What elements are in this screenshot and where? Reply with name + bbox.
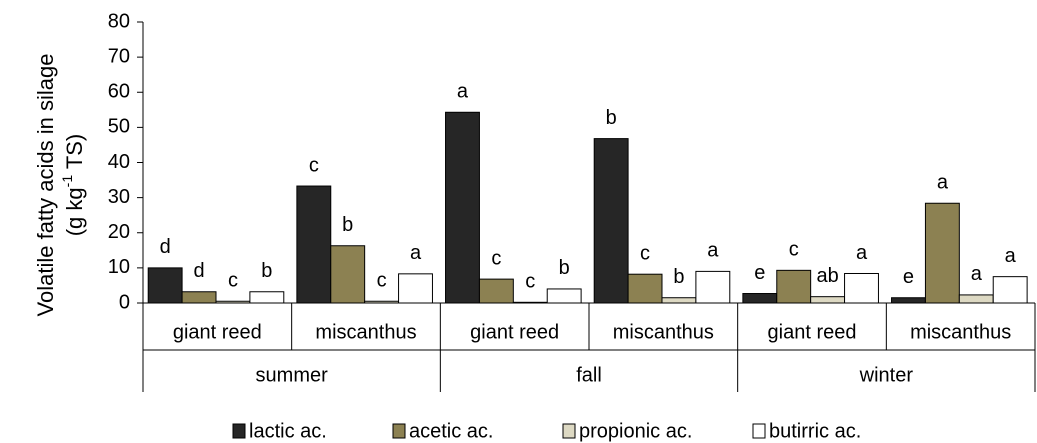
bar xyxy=(296,185,332,304)
bar-letter: b xyxy=(261,260,272,282)
y-axis-label-part: TS) xyxy=(62,134,87,175)
legend-label: lactic ac. xyxy=(249,420,327,442)
y-tick-label: 10 xyxy=(108,256,130,278)
bar-letter: e xyxy=(903,266,914,288)
bar-letter: c xyxy=(789,239,799,261)
bar-letter: d xyxy=(193,260,204,282)
bar-letter: c xyxy=(525,271,535,293)
x-tick-label: miscanthus xyxy=(315,321,416,343)
bar xyxy=(445,111,480,304)
bar xyxy=(546,288,582,304)
bar-letter: d xyxy=(160,236,171,258)
bar-letter: a xyxy=(707,240,719,262)
y-tick-label: 40 xyxy=(108,151,130,173)
legend-label: propionic ac. xyxy=(579,420,692,442)
group-label: winter xyxy=(859,364,914,386)
bar-letter: a xyxy=(937,172,949,194)
bar xyxy=(181,291,217,304)
x-tick-label: giant reed xyxy=(768,321,857,343)
x-tick-label: giant reed xyxy=(173,321,262,343)
bar xyxy=(958,294,994,304)
bar xyxy=(661,297,697,304)
bar-letter: ab xyxy=(816,265,838,287)
group-label: fall xyxy=(576,364,602,386)
y-tick-label: 60 xyxy=(108,81,130,103)
legend-swatch xyxy=(752,423,766,439)
bar-letter: a xyxy=(1005,245,1017,267)
y-tick-label: 0 xyxy=(119,291,130,313)
legend-label: acetic ac. xyxy=(409,420,493,442)
bar xyxy=(249,291,285,304)
bar xyxy=(776,269,812,304)
legend-swatch xyxy=(562,423,576,439)
bar xyxy=(627,273,663,304)
bar-letter: c xyxy=(309,154,319,176)
bar xyxy=(891,297,926,304)
y-tick-label: 80 xyxy=(108,10,130,32)
bar xyxy=(992,276,1028,304)
bar xyxy=(695,270,731,304)
bar xyxy=(478,278,514,304)
legend-label: butirric ac. xyxy=(769,420,861,442)
y-axis-label: (g kg-1 TS) xyxy=(59,134,87,237)
bar xyxy=(593,138,629,304)
bar-letter: a xyxy=(457,81,469,103)
bar-letter: c xyxy=(491,247,501,269)
bar-letter: b xyxy=(559,257,570,279)
bar-letter: e xyxy=(754,262,765,284)
bar xyxy=(147,267,183,304)
y-axis-label-sup: -1 xyxy=(59,175,75,188)
bar xyxy=(810,296,846,304)
bar-letter: c xyxy=(228,270,238,292)
y-axis-label: Volatile fatty acids in silage xyxy=(33,54,58,317)
bar-letter: b xyxy=(342,214,353,236)
bar xyxy=(742,293,778,304)
x-tick-label: miscanthus xyxy=(910,321,1011,343)
bar-letter: a xyxy=(971,263,983,285)
y-tick-label: 30 xyxy=(108,186,130,208)
bar xyxy=(844,272,879,304)
y-tick-label: 70 xyxy=(108,45,130,67)
legend-swatch xyxy=(392,423,406,439)
bar-letter: b xyxy=(673,266,684,288)
y-tick-label: 50 xyxy=(108,116,130,138)
y-tick-label: 20 xyxy=(108,221,130,243)
bar xyxy=(924,202,960,304)
legend-swatch xyxy=(232,423,246,439)
bar xyxy=(330,245,366,304)
x-tick-label: miscanthus xyxy=(613,321,714,343)
bar-letter: a xyxy=(410,242,422,264)
bar-letter: a xyxy=(856,242,868,264)
y-axis-label-part: (g kg xyxy=(62,187,87,236)
group-label: summer xyxy=(256,364,329,386)
bar-letter: b xyxy=(606,107,617,129)
bar-letter: c xyxy=(377,270,387,292)
x-tick-label: giant reed xyxy=(470,321,559,343)
bar-letter: c xyxy=(640,242,650,264)
bar xyxy=(398,273,433,304)
